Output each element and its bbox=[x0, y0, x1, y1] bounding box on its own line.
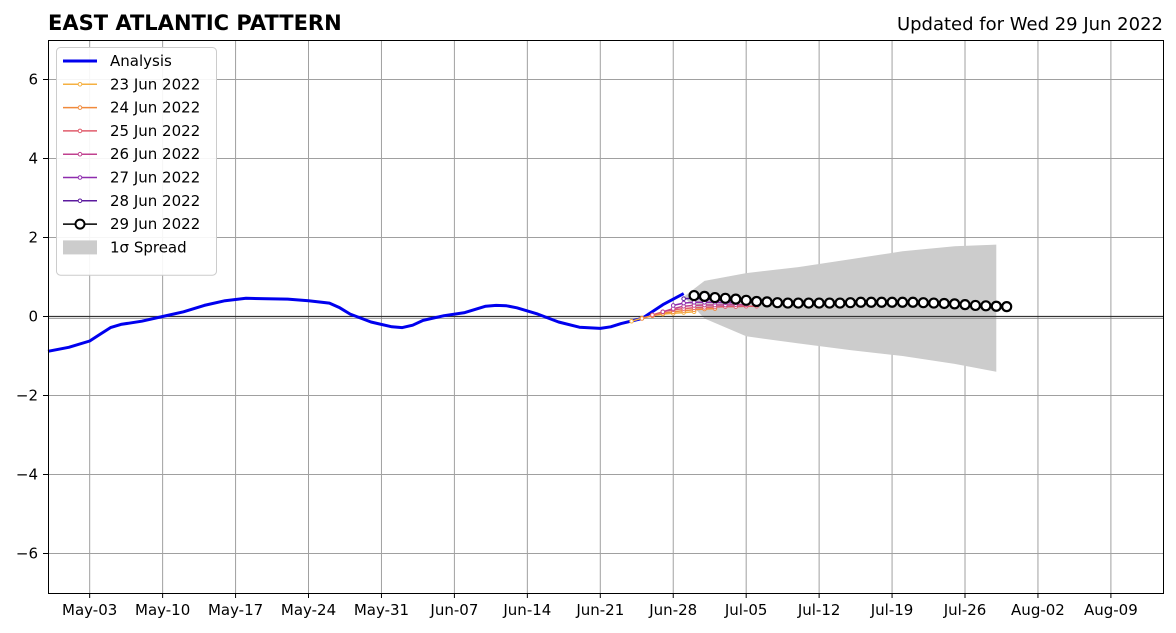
series-point bbox=[719, 292, 731, 304]
x-tick-label: Aug-09 bbox=[1084, 601, 1138, 619]
series-point bbox=[730, 293, 742, 305]
legend-swatch-marker bbox=[74, 218, 86, 230]
series-line bbox=[47, 292, 685, 353]
y-tick-label: −6 bbox=[16, 545, 38, 563]
x-tick-label: Jun-14 bbox=[502, 601, 551, 619]
y-tick-label: 4 bbox=[28, 150, 38, 168]
series-point bbox=[896, 296, 909, 308]
x-tick-label: Aug-02 bbox=[1011, 601, 1065, 619]
x-tick-label: May-03 bbox=[62, 601, 117, 619]
x-tick-label: Jun-21 bbox=[575, 601, 624, 619]
series-point bbox=[823, 297, 836, 309]
series-point bbox=[907, 296, 919, 308]
series-point bbox=[740, 294, 752, 306]
legend-swatch-marker bbox=[77, 105, 83, 110]
x-tick-label: Jul-19 bbox=[870, 601, 914, 619]
series-layer bbox=[47, 289, 1013, 353]
x-tick-label: Jul-12 bbox=[797, 601, 841, 619]
series-point bbox=[660, 309, 666, 315]
legend-label: 1σ Spread bbox=[110, 238, 187, 256]
series-point bbox=[639, 316, 645, 321]
series-point bbox=[928, 297, 940, 309]
zero-line-layer bbox=[48, 315, 1163, 319]
series-point bbox=[969, 299, 982, 312]
x-tick-label: Jul-26 bbox=[943, 601, 987, 619]
x-tick-label: May-24 bbox=[281, 601, 336, 619]
series-point bbox=[834, 297, 846, 309]
series-point bbox=[709, 291, 721, 304]
series-0 bbox=[47, 292, 685, 353]
y-tick-label: 2 bbox=[28, 229, 38, 247]
series-point bbox=[792, 297, 804, 309]
legend-label: 29 Jun 2022 bbox=[110, 215, 200, 233]
series-point bbox=[681, 296, 686, 302]
series-point bbox=[855, 296, 867, 308]
series-point bbox=[990, 300, 1002, 312]
x-tick-label: Jun-28 bbox=[648, 601, 697, 619]
x-tick-label: Jun-07 bbox=[429, 601, 478, 619]
series-point bbox=[629, 318, 634, 324]
y-tick-label: 6 bbox=[28, 71, 38, 89]
series-point bbox=[886, 296, 898, 308]
series-point bbox=[750, 295, 763, 308]
legend-label: 26 Jun 2022 bbox=[110, 145, 200, 163]
series-point bbox=[771, 297, 784, 309]
series-point bbox=[865, 296, 877, 308]
legend-swatch-marker bbox=[77, 128, 83, 134]
series-point bbox=[948, 298, 961, 310]
series-point bbox=[688, 289, 700, 302]
legend-label: Analysis bbox=[110, 52, 172, 70]
legend-label: 27 Jun 2022 bbox=[110, 169, 200, 187]
x-tick-label: Jul-05 bbox=[724, 601, 768, 619]
legend-swatch-marker bbox=[77, 175, 83, 180]
series-point bbox=[650, 312, 655, 318]
x-tick-label: May-17 bbox=[208, 601, 263, 619]
legend-swatch-band bbox=[63, 240, 97, 255]
y-tick-label: −4 bbox=[16, 466, 38, 484]
y-tick-label: 0 bbox=[28, 308, 38, 326]
legend-label: 28 Jun 2022 bbox=[110, 192, 200, 210]
axis-ticks: May-03 May-10 May-17 May-24 May-31 Jun-07 Jun-… bbox=[16, 71, 1138, 620]
series-point bbox=[938, 297, 950, 310]
series-point bbox=[761, 296, 773, 308]
chart-title: EAST ATLANTIC PATTERN bbox=[48, 11, 342, 35]
series-7 bbox=[688, 289, 1013, 313]
series-point bbox=[1001, 301, 1013, 313]
y-tick-label: −2 bbox=[16, 387, 38, 405]
plot-frame bbox=[48, 40, 1164, 594]
legend[interactable]: Analysis 23 Jun 2022 24 Jun 2022 25 Jun 202… bbox=[56, 47, 217, 276]
series-point bbox=[876, 296, 888, 308]
x-tick-label: May-31 bbox=[354, 601, 409, 619]
series-point bbox=[917, 297, 929, 309]
series-point bbox=[670, 303, 676, 308]
series-point bbox=[980, 300, 992, 312]
legend-swatch-marker bbox=[77, 151, 83, 157]
series-point bbox=[813, 297, 825, 309]
legend-label: 24 Jun 2022 bbox=[110, 99, 200, 117]
series-point bbox=[782, 297, 794, 309]
series-point bbox=[681, 300, 686, 306]
series-point bbox=[803, 297, 815, 309]
chart-subtitle: Updated for Wed 29 Jun 2022 bbox=[897, 14, 1163, 35]
x-tick-label: May-10 bbox=[135, 601, 190, 619]
series-point bbox=[844, 297, 856, 309]
legend-label: 25 Jun 2022 bbox=[110, 122, 200, 140]
legend-box bbox=[56, 47, 217, 276]
legend-swatch-marker bbox=[77, 198, 83, 204]
legend-label: 23 Jun 2022 bbox=[110, 75, 200, 93]
legend-swatch-marker bbox=[77, 82, 83, 87]
series-point bbox=[959, 299, 971, 311]
series-point bbox=[698, 290, 711, 302]
